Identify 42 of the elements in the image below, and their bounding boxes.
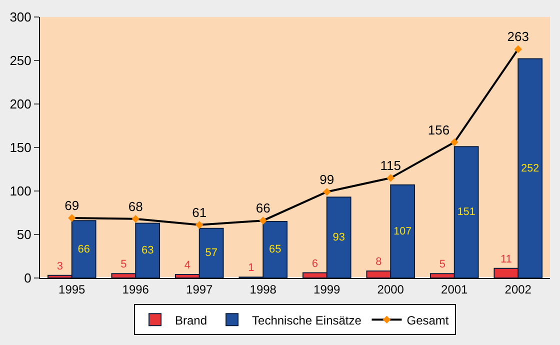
x-tick-label: 2002 xyxy=(504,282,532,296)
data-label: 151 xyxy=(457,206,476,218)
legend-label: Gesamt xyxy=(406,313,450,328)
data-label: 69 xyxy=(64,198,80,213)
data-label: 63 xyxy=(141,244,154,257)
data-label: 66 xyxy=(256,200,270,216)
data-label: 115 xyxy=(380,158,401,173)
data-label: 66 xyxy=(78,243,90,256)
x-tick-label: 1996 xyxy=(122,282,150,296)
y-tick-label: 0 xyxy=(24,270,32,286)
data-label: 5 xyxy=(439,258,446,271)
x-tick-label: 1995 xyxy=(58,282,86,296)
data-label: 1 xyxy=(248,262,254,274)
data-label: 93 xyxy=(332,232,345,244)
x-tick-label: 1999 xyxy=(314,282,341,296)
x-tick-label: 2000 xyxy=(377,282,404,296)
data-label: 68 xyxy=(128,198,143,214)
data-label: 57 xyxy=(205,247,218,260)
data-label: 4 xyxy=(184,260,190,272)
data-label: 61 xyxy=(192,204,207,220)
x-tick-label: 1997 xyxy=(186,282,214,296)
x-tick-label: 1998 xyxy=(250,282,277,296)
data-label: 3 xyxy=(56,260,63,272)
data-label: 263 xyxy=(507,29,529,44)
y-tick-label: 250 xyxy=(10,53,32,68)
data-label: 5 xyxy=(120,258,127,271)
data-label: 99 xyxy=(320,172,334,187)
data-label: 107 xyxy=(394,225,412,238)
data-label: 65 xyxy=(268,244,282,256)
y-tick-label: 200 xyxy=(10,96,32,112)
legend-label: Brand xyxy=(175,313,208,328)
data-label: 252 xyxy=(521,162,540,174)
legend-label: Technische Einsätze xyxy=(252,313,362,328)
data-label: 6 xyxy=(312,258,318,270)
y-tick-label: 50 xyxy=(16,227,32,242)
y-tick-label: 300 xyxy=(10,10,32,25)
x-tick-label: 2001 xyxy=(441,282,468,296)
data-label: 8 xyxy=(376,256,382,268)
data-label: 11 xyxy=(500,253,512,266)
y-tick-label: 100 xyxy=(10,184,32,199)
y-tick-label: 150 xyxy=(10,140,32,156)
data-label: 156 xyxy=(428,122,450,138)
